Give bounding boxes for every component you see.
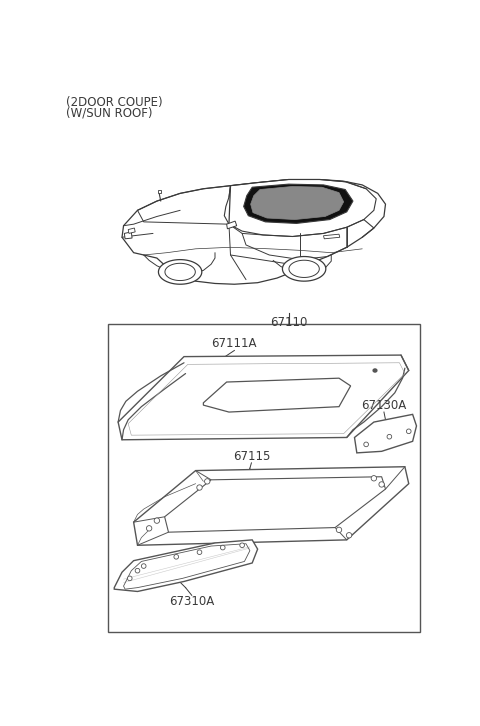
Circle shape — [371, 476, 377, 481]
Polygon shape — [224, 179, 376, 237]
Polygon shape — [128, 228, 135, 234]
Text: (2DOOR COUPE): (2DOOR COUPE) — [66, 97, 163, 110]
Text: 67111A: 67111A — [212, 338, 257, 351]
Text: 67310A: 67310A — [169, 595, 215, 608]
Circle shape — [154, 518, 159, 523]
Text: (W/SUN ROOF): (W/SUN ROOF) — [66, 107, 153, 119]
Circle shape — [240, 543, 244, 547]
Polygon shape — [158, 260, 202, 285]
Text: 67130A: 67130A — [361, 399, 407, 412]
Circle shape — [135, 568, 140, 573]
Circle shape — [174, 555, 179, 559]
Bar — [108, 325, 420, 632]
Polygon shape — [118, 355, 409, 440]
Circle shape — [220, 545, 225, 550]
Circle shape — [204, 478, 210, 484]
Circle shape — [197, 485, 202, 490]
Polygon shape — [244, 184, 353, 224]
Circle shape — [142, 564, 146, 568]
Polygon shape — [122, 179, 385, 285]
Polygon shape — [289, 260, 319, 277]
Polygon shape — [157, 190, 161, 193]
Polygon shape — [355, 415, 417, 453]
Circle shape — [379, 482, 384, 487]
Circle shape — [336, 527, 342, 533]
Circle shape — [387, 434, 392, 439]
Text: 67110: 67110 — [270, 316, 307, 329]
Text: 67115: 67115 — [233, 450, 270, 463]
Polygon shape — [227, 221, 237, 229]
Polygon shape — [282, 256, 326, 281]
Polygon shape — [251, 187, 344, 219]
Polygon shape — [324, 234, 340, 239]
Circle shape — [127, 576, 132, 581]
Circle shape — [347, 533, 352, 538]
Polygon shape — [165, 477, 385, 532]
Polygon shape — [114, 540, 258, 592]
Circle shape — [364, 442, 369, 446]
Circle shape — [146, 526, 152, 531]
Circle shape — [197, 550, 202, 555]
Circle shape — [407, 429, 411, 433]
Polygon shape — [165, 264, 195, 280]
Polygon shape — [204, 378, 350, 412]
Polygon shape — [133, 467, 409, 545]
Polygon shape — [124, 232, 132, 239]
